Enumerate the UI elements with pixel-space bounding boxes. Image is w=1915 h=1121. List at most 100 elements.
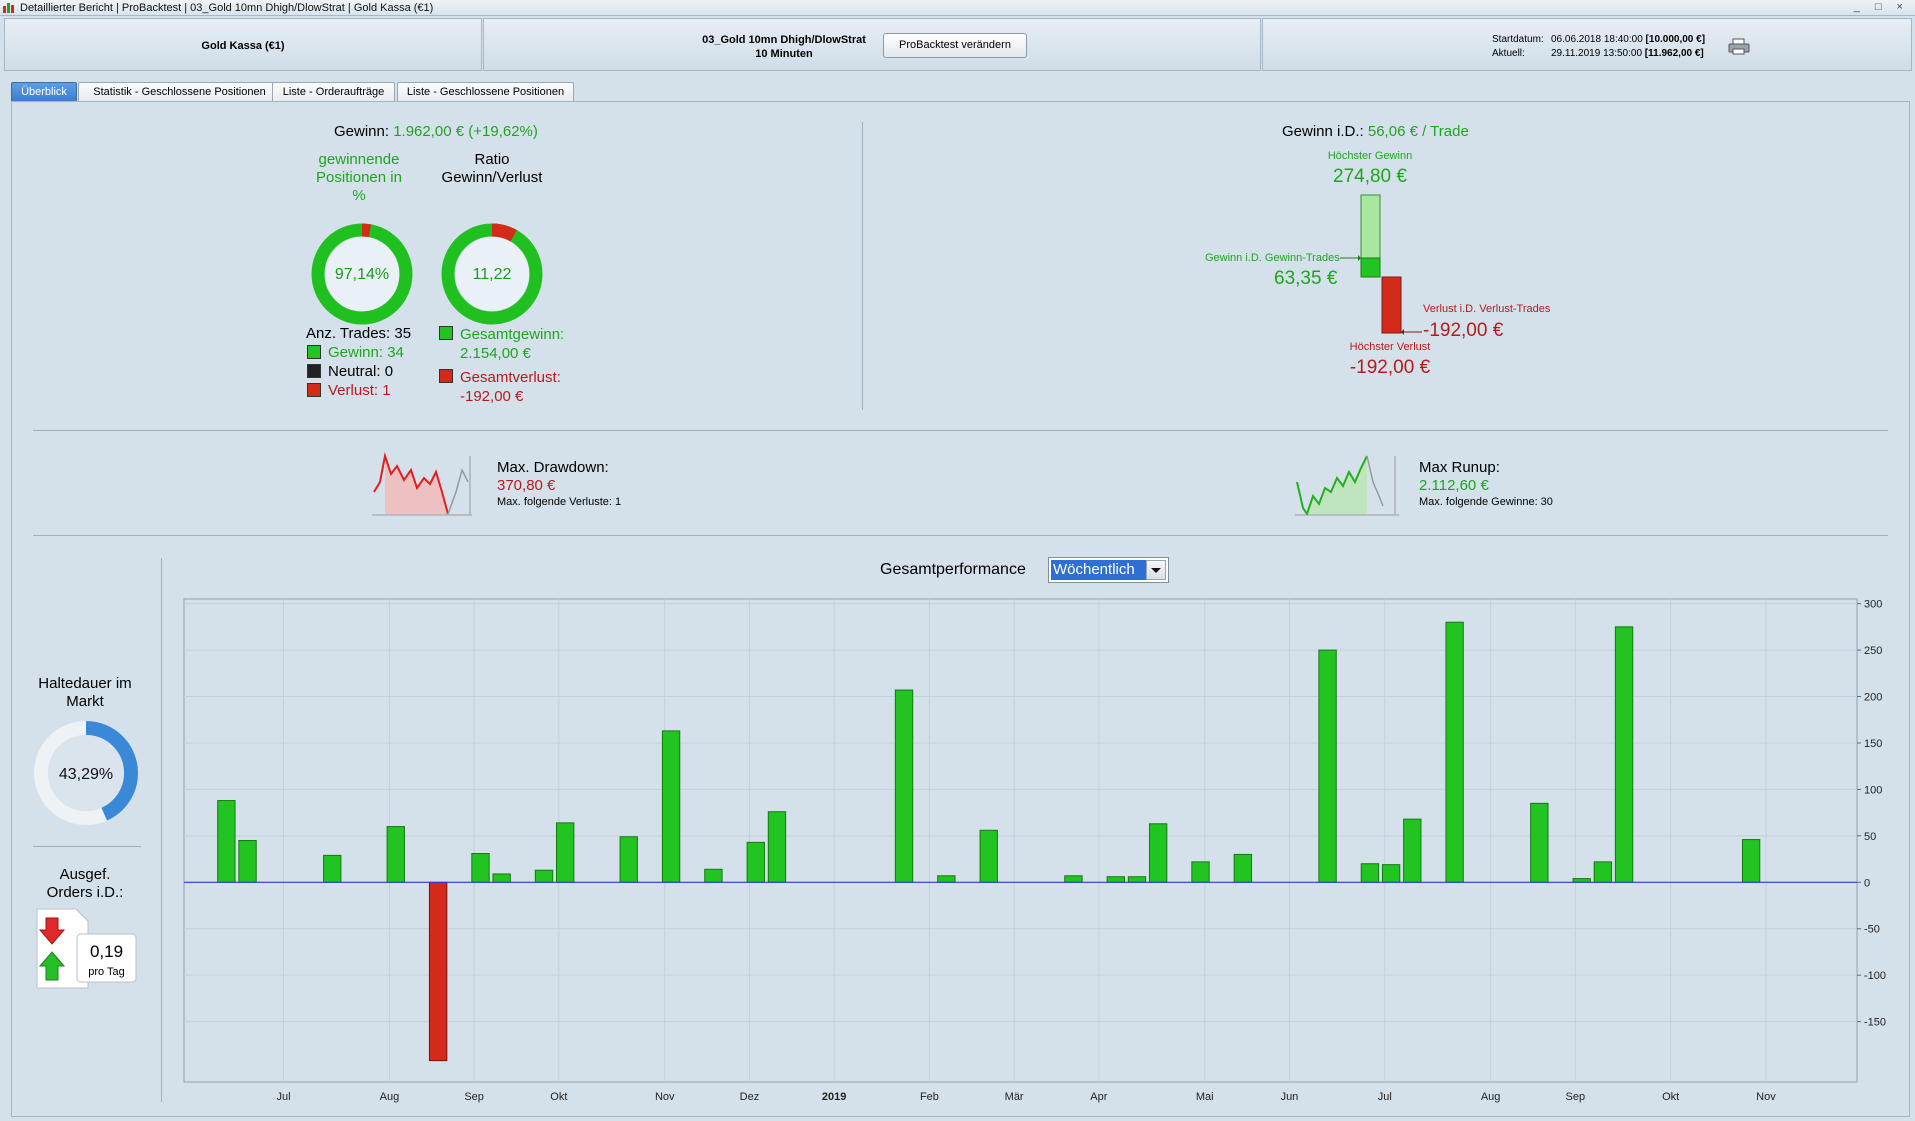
- y-tick-label: 250: [1864, 645, 1882, 657]
- x-tick-label: Apr: [1090, 1091, 1107, 1103]
- runup-sparkline-icon: [1295, 455, 1399, 516]
- chevron-down-icon[interactable]: [1146, 560, 1166, 580]
- tab-overview[interactable]: Überblick: [11, 82, 77, 102]
- orders-value: 0,19: [89, 942, 124, 961]
- chart-title: Gesamtperformance: [880, 561, 1026, 578]
- max-loss-label: Höchster Verlust: [1349, 341, 1431, 353]
- holding-title: Haltedauer im Markt: [38, 675, 132, 710]
- y-tick-label: -150: [1864, 1017, 1886, 1029]
- holding-donut: 43,29%: [34, 721, 138, 825]
- gain-bar: [619, 836, 638, 883]
- title-bar: Detaillierter Bericht | ProBacktest | 03…: [0, 0, 1915, 16]
- win-pct-value: 97,14%: [335, 266, 389, 283]
- strategy-name: 03_Gold 10mn Dhigh/DlowStrat: [702, 34, 866, 46]
- x-tick-label: Okt: [550, 1091, 567, 1103]
- y-tick-label: 150: [1864, 738, 1882, 750]
- trade-count: Anz. Trades: 35: [306, 325, 412, 342]
- printer-icon[interactable]: [1728, 38, 1750, 55]
- gain-bar: [1360, 863, 1380, 883]
- win-trades: Gewinn: 34: [328, 344, 404, 361]
- gain-bar: [894, 689, 914, 883]
- neutral-legend-icon: [307, 364, 321, 378]
- tab-closed-positions-stats[interactable]: Statistik - Geschlossene Positionen: [78, 82, 281, 102]
- y-tick-label: -100: [1864, 970, 1886, 982]
- orders-icon: [36, 908, 137, 989]
- instrument-header: Gold Kassa (€1): [4, 18, 482, 71]
- dates-header: Startdatum: 06.06.2018 18:40:00 [10.000,…: [1262, 18, 1912, 71]
- gain-bar: [1530, 802, 1549, 883]
- x-tick-label: Jun: [1281, 1091, 1299, 1103]
- loss-trades: Verlust: 1: [328, 382, 391, 399]
- ratio-value: 11,22: [473, 266, 512, 283]
- window-title: Detaillierter Bericht | ProBacktest | 03…: [20, 2, 434, 14]
- win-pct-donut: 97,14%: [311, 223, 413, 325]
- y-tick-label: 0: [1864, 877, 1870, 889]
- win-pct-title: gewinnende Positionen in%: [316, 151, 402, 204]
- gain-bar: [534, 869, 554, 883]
- tab-order-list[interactable]: Liste - Orderaufträge: [272, 82, 395, 102]
- gain-bar: [704, 868, 723, 883]
- drawdown-label: Max. Drawdown:: [497, 459, 609, 476]
- x-tick-label: Sep: [464, 1091, 484, 1103]
- orders-title: Ausgef. Orders i.D.:: [46, 866, 124, 901]
- drawdown-sub: Max. folgende Verluste: 1: [497, 496, 622, 508]
- section-divider: [161, 558, 162, 1102]
- y-tick-label: 100: [1864, 784, 1882, 796]
- gain-bar: [1403, 818, 1422, 883]
- gain-bar: [492, 873, 511, 883]
- loss-bar: [428, 881, 448, 1062]
- x-tick-label: Dez: [740, 1091, 760, 1103]
- gain-bar: [661, 730, 681, 883]
- start-date-label: Startdatum:: [1492, 34, 1544, 45]
- window-controls[interactable]: _ □ ×: [1853, 1, 1909, 13]
- period-select[interactable]: Wöchentlich: [1048, 557, 1169, 583]
- tab-closed-positions-list[interactable]: Liste - Geschlossene Positionen: [397, 82, 574, 102]
- avg-win-trades-label: Gewinn i.D. Gewinn-Trades: [1205, 252, 1340, 264]
- ratio-donut: 11,22: [441, 223, 543, 325]
- neutral-trades: Neutral: 0: [328, 363, 394, 380]
- gain-bar: [238, 840, 257, 883]
- strategy-header: 03_Gold 10mn Dhigh/DlowStrat 10 Minuten …: [483, 18, 1261, 71]
- gain-bar: [1148, 823, 1168, 883]
- gain-bar: [1064, 875, 1083, 883]
- gain-bar: [1318, 649, 1337, 883]
- x-tick-label: Sep: [1566, 1091, 1586, 1103]
- section-divider: [862, 122, 863, 410]
- runup-label: Max Runup:: [1419, 459, 1500, 476]
- y-tick-label: 200: [1864, 692, 1882, 704]
- period-selected: Wöchentlich: [1051, 560, 1147, 580]
- max-gain-value: 274,80 €: [1333, 166, 1407, 187]
- x-tick-label: Nov: [655, 1091, 675, 1103]
- section-divider: [33, 430, 1888, 431]
- x-tick-label: Okt: [1662, 1091, 1679, 1103]
- max-loss-value: -192,00 €: [1349, 357, 1431, 378]
- holding-value: 43,29%: [59, 766, 113, 783]
- gain-bar: [979, 829, 998, 883]
- x-tick-label: 2019: [822, 1091, 846, 1103]
- gain-bar: [1233, 853, 1253, 883]
- x-tick-label: Mär: [1005, 1091, 1024, 1103]
- total-loss-block: Gesamtverlust: -192,00 €: [460, 369, 561, 405]
- x-tick-label: Feb: [920, 1091, 939, 1103]
- x-tick-label: Aug: [380, 1091, 400, 1103]
- y-tick-label: -50: [1864, 924, 1880, 936]
- gain-bar: [217, 800, 236, 883]
- gain-legend-icon: [307, 345, 321, 359]
- total-gain-block: Gesamtgewinn: 2.154,00 €: [460, 326, 565, 362]
- drawdown-value: 370,80 €: [497, 477, 556, 494]
- change-backtest-button[interactable]: ProBacktest verändern: [883, 33, 1027, 58]
- avg-gain-per-trade: Gewinn i.D.: 56,06 € / Trade: [1282, 123, 1469, 140]
- current-date: 29.11.2019 13:50:00 [11.962,00 €]: [1551, 48, 1704, 59]
- gain-bar: [1445, 621, 1464, 883]
- orders-unit: pro Tag: [88, 966, 125, 978]
- section-divider: [33, 846, 141, 847]
- y-tick-label: 50: [1864, 831, 1876, 843]
- instrument-name: Gold Kassa (€1): [201, 40, 285, 52]
- timeframe: 10 Minuten: [755, 48, 813, 60]
- gain-bar: [767, 811, 787, 883]
- runup-sub: Max. folgende Gewinne: 30: [1419, 496, 1553, 508]
- x-tick-label: Jul: [1378, 1091, 1392, 1103]
- x-tick-label: Jul: [277, 1091, 291, 1103]
- max-gain-label: Höchster Gewinn: [1327, 150, 1413, 162]
